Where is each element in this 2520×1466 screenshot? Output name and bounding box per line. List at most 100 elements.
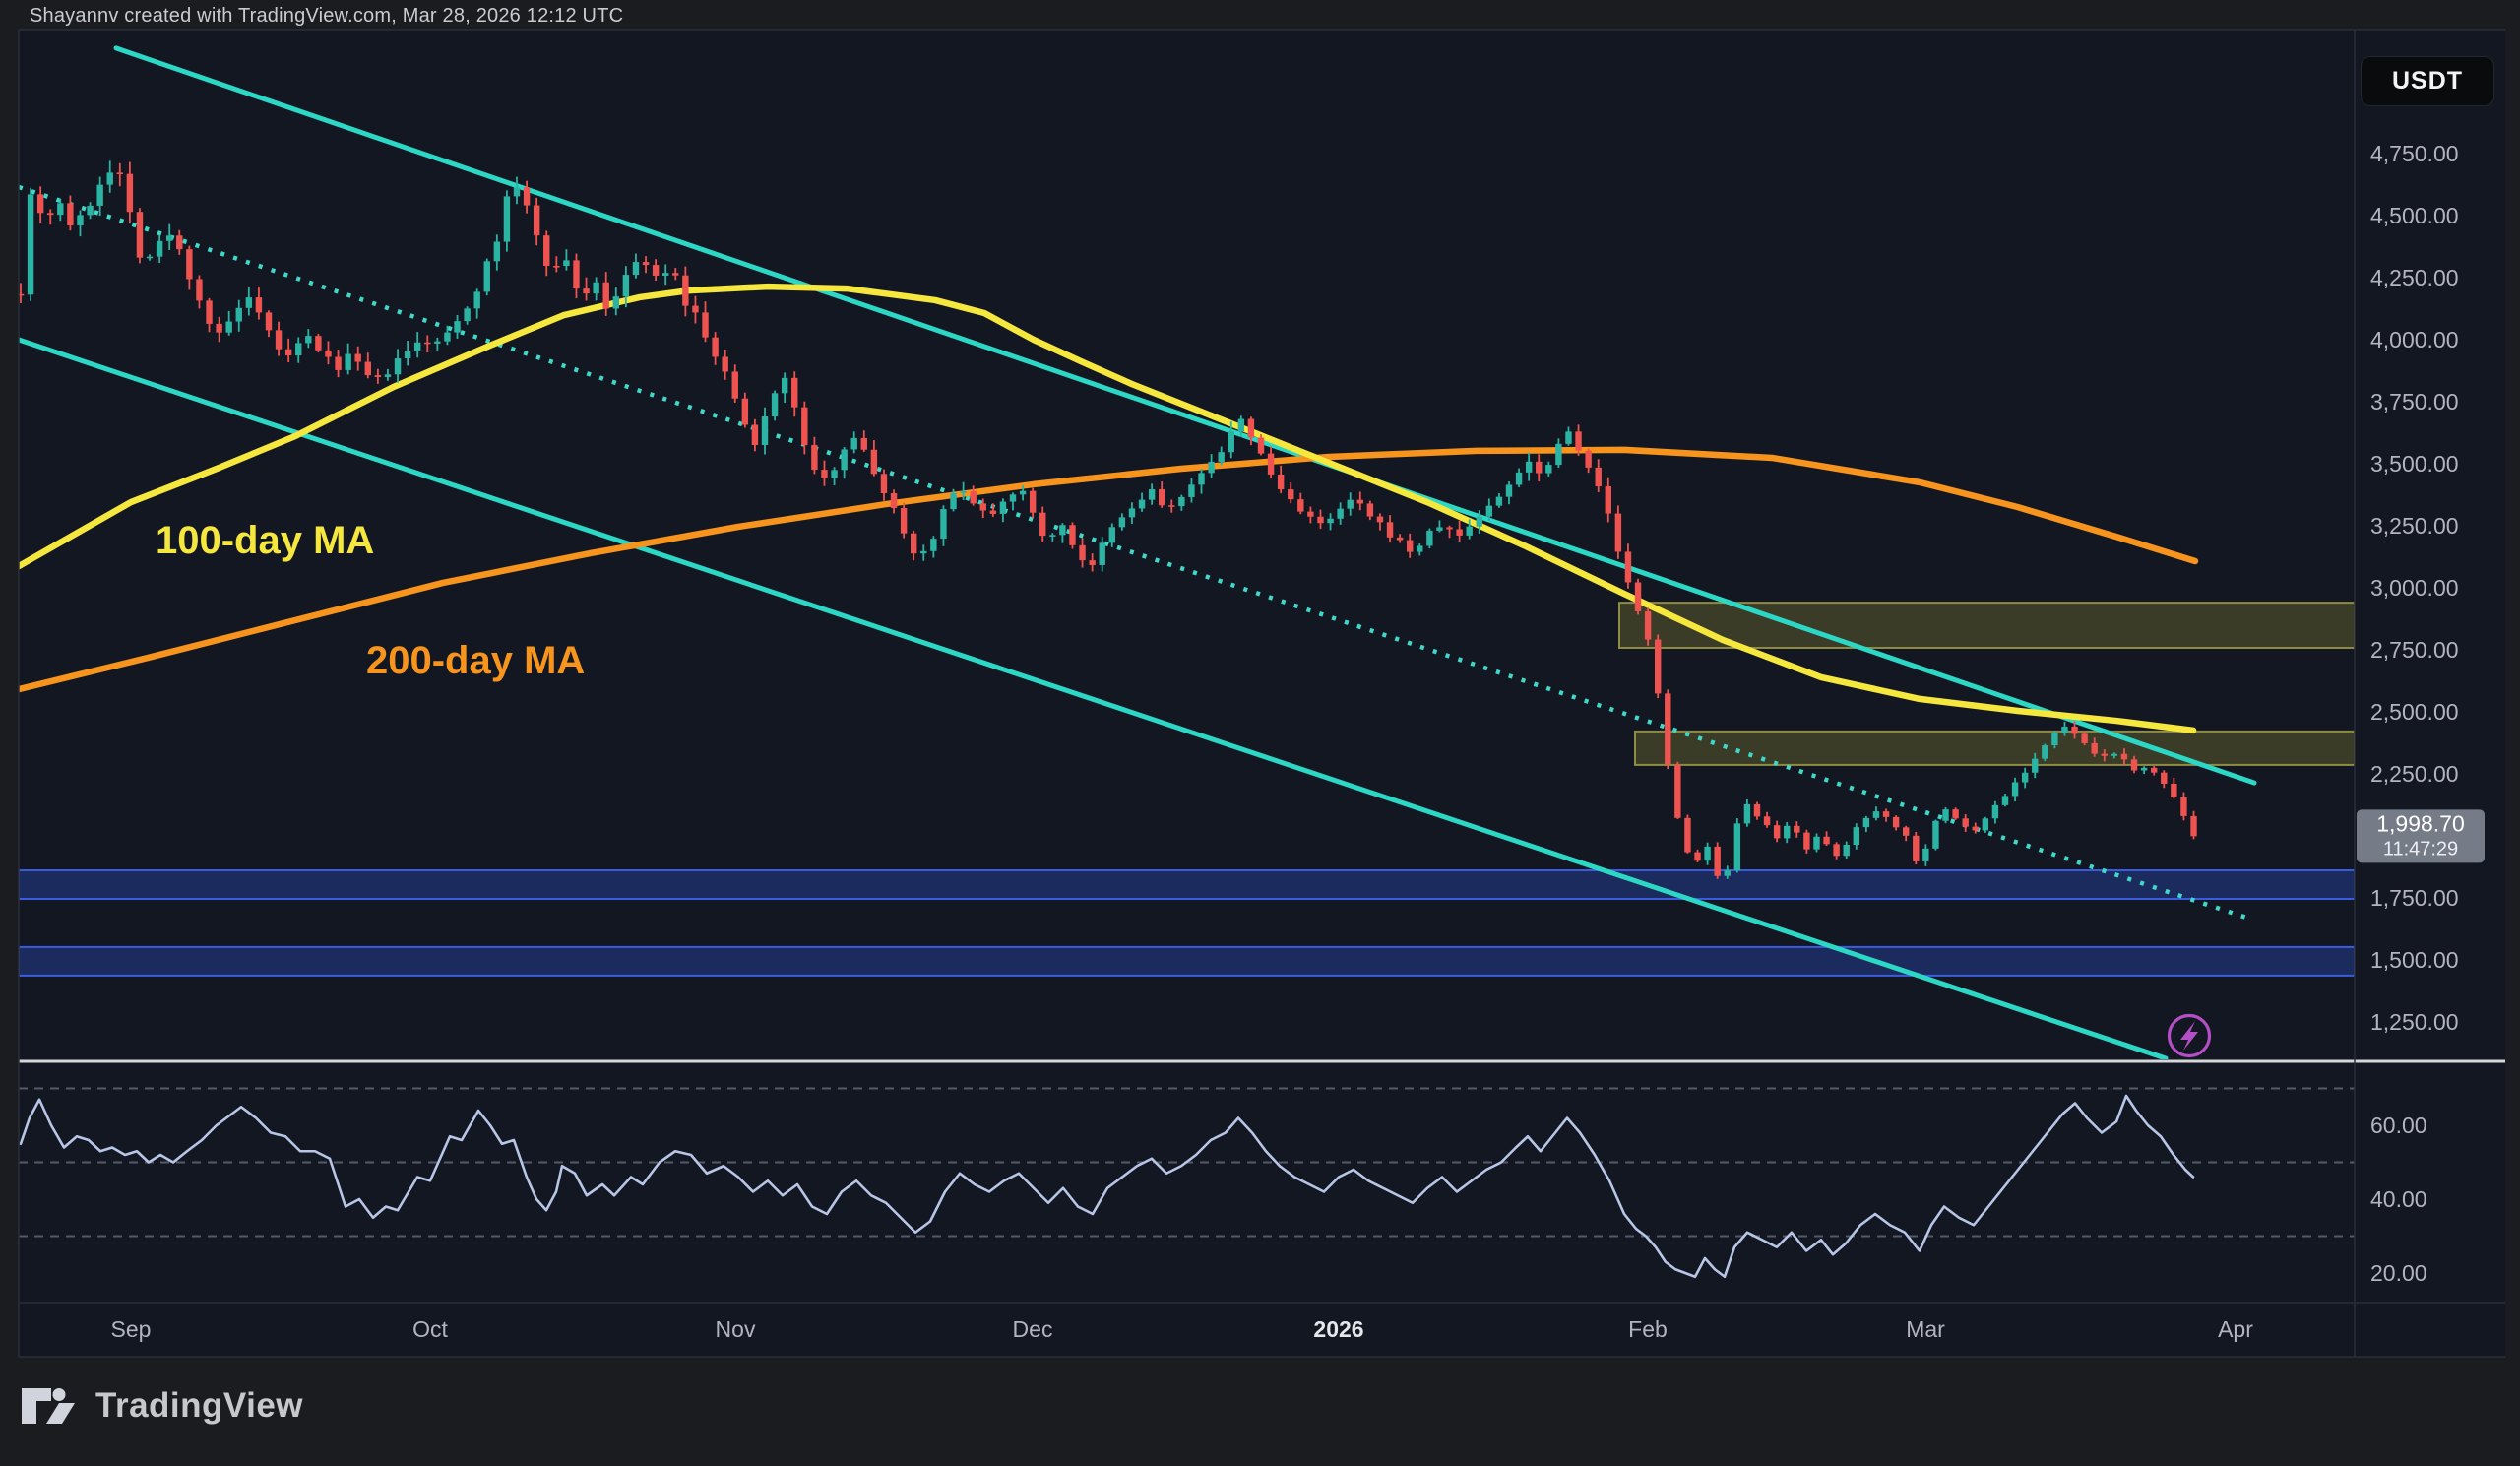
candle-body xyxy=(563,260,570,267)
lightning-icon[interactable] xyxy=(2167,1013,2212,1058)
candle-body xyxy=(2021,772,2029,783)
candle-body xyxy=(712,337,719,357)
candle-body xyxy=(1446,527,1453,530)
candle-body xyxy=(920,550,927,554)
zone-support-upper xyxy=(19,869,2355,901)
candle-body xyxy=(1436,527,1443,531)
candle-body xyxy=(1982,818,1989,831)
candle-body xyxy=(1118,517,1126,528)
candle-body xyxy=(1753,803,1761,817)
candle-body xyxy=(1704,846,1711,861)
candle-body xyxy=(1456,529,1463,536)
candle-body xyxy=(1585,450,1592,468)
candle-body xyxy=(245,297,253,308)
rsi-indicator-pane xyxy=(19,1087,2355,1279)
price-tick-label: 1,750.00 xyxy=(2370,885,2459,911)
candle-body xyxy=(1605,486,1611,514)
time-tick-label: Mar xyxy=(1906,1316,1945,1342)
candle-body xyxy=(394,358,402,375)
candle-body xyxy=(19,293,25,296)
candle-body xyxy=(414,342,421,351)
candle-body xyxy=(2001,796,2009,805)
candle-body xyxy=(880,474,888,494)
candle-body xyxy=(602,282,609,309)
candle-body xyxy=(1724,870,1731,876)
candle-body xyxy=(533,205,540,236)
candle-body xyxy=(57,203,64,216)
candle-body xyxy=(1317,516,1324,524)
candle-body xyxy=(444,332,451,342)
candle-body xyxy=(1029,490,1037,513)
candle-body xyxy=(434,341,441,344)
price-tick-label: 4,250.00 xyxy=(2370,265,2459,290)
price-tick-label: 4,750.00 xyxy=(2370,141,2459,166)
candle-body xyxy=(1743,803,1751,824)
time-axis[interactable]: Sep Oct Nov Dec 2026 Feb Mar Apr xyxy=(111,1316,2254,1342)
candle-body xyxy=(1892,816,1900,828)
candle-body xyxy=(493,241,501,262)
candle-body xyxy=(126,173,134,213)
candle-body xyxy=(2190,815,2197,837)
candle-body xyxy=(374,375,382,377)
candle-body xyxy=(960,491,967,493)
candle-body xyxy=(1307,511,1314,517)
tradingview-logo[interactable]: TradingView xyxy=(22,1384,303,1428)
candle-body xyxy=(1505,484,1513,497)
candle-body xyxy=(384,374,392,377)
candle-body xyxy=(632,262,640,276)
time-tick-label: Nov xyxy=(716,1316,756,1342)
candle-body xyxy=(1862,817,1870,828)
candle-body xyxy=(404,351,411,359)
candle-body xyxy=(722,356,728,372)
price-tick-label: 3,500.00 xyxy=(2370,451,2459,477)
candle-body xyxy=(1257,437,1265,454)
time-tick-label: 2026 xyxy=(1313,1316,1363,1342)
candle-body xyxy=(1624,551,1632,583)
candle-body xyxy=(1674,764,1681,818)
price-tick-label: 3,250.00 xyxy=(2370,513,2459,539)
candle-body xyxy=(1644,610,1652,640)
candle-body xyxy=(1555,443,1562,466)
zone-resistance-lower xyxy=(1634,730,2355,766)
candle-body xyxy=(146,256,154,259)
candle-body xyxy=(2161,772,2168,784)
candle-body xyxy=(1495,496,1503,506)
candle-body xyxy=(1843,845,1850,857)
candle-body xyxy=(2120,753,2128,760)
candle-body xyxy=(206,300,213,324)
currency-badge[interactable]: USDT xyxy=(2361,56,2494,106)
candle-body xyxy=(275,330,283,350)
candle-body xyxy=(731,371,738,399)
candle-body xyxy=(2110,753,2118,756)
candle-body xyxy=(970,491,976,504)
candle-body xyxy=(1267,453,1275,475)
candle-body xyxy=(1913,835,1920,861)
price-tick-label: 3,750.00 xyxy=(2370,389,2459,414)
candle-body xyxy=(1148,489,1156,500)
candle-body xyxy=(1386,522,1394,538)
candle-body xyxy=(166,235,173,241)
price-axis[interactable]: 4,750.00 4,500.00 4,250.00 4,000.00 3,750.00… xyxy=(2370,141,2459,1286)
tradingview-logo-icon xyxy=(22,1388,75,1424)
time-tick-label: Oct xyxy=(412,1316,448,1342)
candle-body xyxy=(1614,513,1622,552)
candle-body xyxy=(1327,518,1334,524)
candle-body xyxy=(761,416,769,445)
candle-body xyxy=(255,297,263,313)
trendline-channel[interactable] xyxy=(19,45,2257,1059)
price-tick-label: 2,250.00 xyxy=(2370,761,2459,787)
candle-body xyxy=(2101,753,2108,756)
candle-body xyxy=(1396,537,1404,541)
candle-body xyxy=(1872,811,1880,818)
candle-body xyxy=(1694,852,1701,861)
candle-body xyxy=(27,194,34,295)
candle-body xyxy=(682,275,689,306)
candle-body xyxy=(2081,733,2088,743)
price-tick-label: 1,500.00 xyxy=(2370,947,2459,973)
candle-body xyxy=(96,184,103,206)
candle-body xyxy=(2151,767,2158,773)
candle-body xyxy=(1237,418,1245,432)
candle-body xyxy=(900,508,908,534)
candle-body xyxy=(1565,431,1572,444)
